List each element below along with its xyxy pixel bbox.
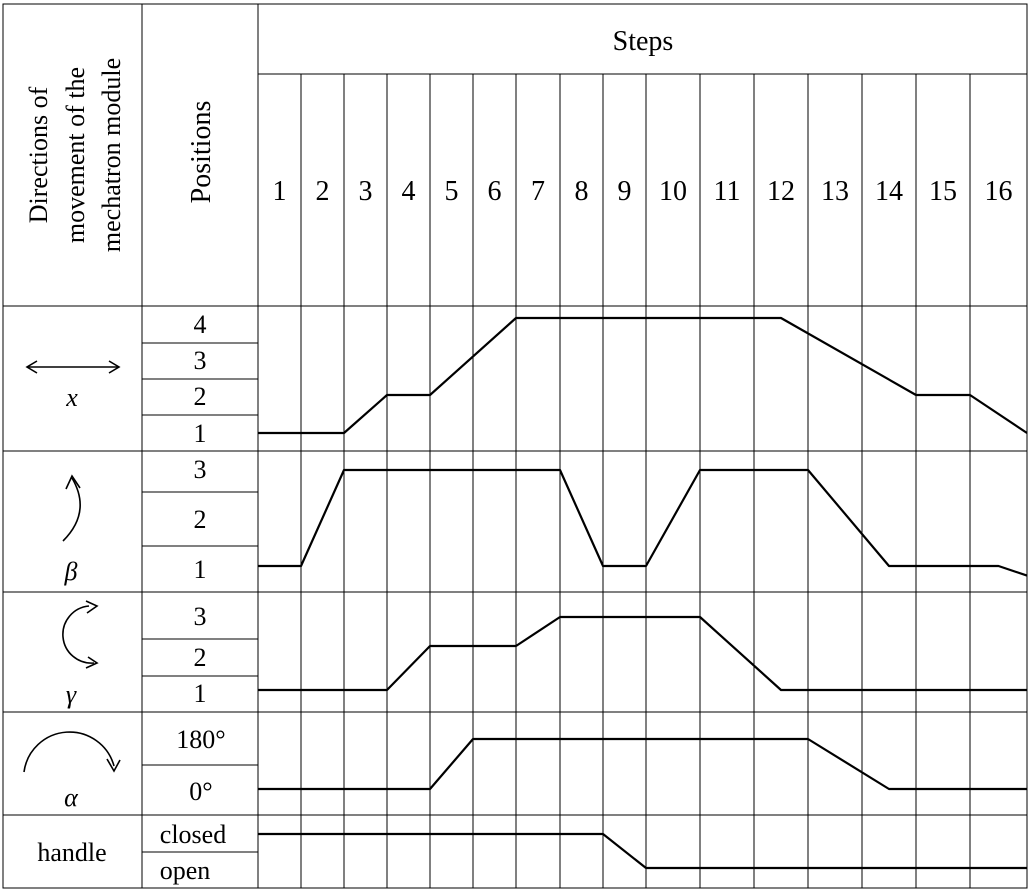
table-frame: [2, 3, 1028, 889]
step-label: 4: [402, 176, 416, 207]
step-label: 2: [316, 176, 330, 207]
step-label: 1: [273, 176, 287, 207]
position-label: 4: [194, 310, 207, 339]
trace-x: [258, 316, 1028, 435]
step-label: 11: [714, 176, 741, 207]
step-label: 3: [359, 176, 373, 207]
circular-arrow-icon: [62, 600, 99, 669]
header-positions: Positions: [186, 101, 217, 204]
trace-alpha: [258, 737, 1027, 791]
position-label: 1: [194, 679, 207, 708]
trace-gamma: [258, 615, 1027, 692]
step-label: 9: [618, 176, 632, 207]
step-label: 16: [985, 176, 1013, 207]
position-label: 2: [194, 382, 207, 411]
direction-label-alpha: α: [64, 783, 79, 812]
direction-label-gamma: γ: [66, 680, 77, 709]
header-col1-line2: movement of the: [61, 67, 90, 243]
step-label: 13: [821, 176, 849, 207]
step-label: 14: [875, 176, 903, 207]
position-label: 3: [194, 346, 207, 375]
position-label: 3: [194, 455, 207, 484]
header-col1-line3: mechatron module: [97, 58, 126, 252]
step-label: 6: [488, 176, 502, 207]
motion-traces: [258, 316, 1028, 870]
trace-beta: [258, 468, 1028, 577]
step-label: 10: [659, 176, 687, 207]
trace-handle: [258, 832, 1027, 870]
position-label: 1: [194, 419, 207, 448]
position-label: 2: [194, 643, 207, 672]
position-label: 1: [194, 555, 207, 584]
arc-arrow-icon: [23, 731, 121, 773]
position-label: 2: [194, 505, 207, 534]
position-label: 180°: [176, 725, 225, 754]
step-label: 12: [767, 176, 795, 207]
header-col1-line1: Directions of: [24, 86, 53, 223]
header-steps-title: Steps: [613, 26, 674, 57]
step-labels: 1 2 3 4 5 6 7 8 9 10 11 12 13 14 15 16: [273, 176, 1013, 207]
position-label: 3: [194, 602, 207, 631]
position-label: 0°: [189, 777, 212, 806]
step-label: 8: [575, 176, 589, 207]
position-label: open: [160, 856, 211, 885]
direction-label-beta: β: [64, 557, 78, 586]
step-column-lines: [300, 74, 971, 888]
step-label: 5: [445, 176, 459, 207]
step-label: 15: [929, 176, 957, 207]
direction-label-handle: handle: [37, 838, 106, 867]
curved-up-arrow-icon: [62, 474, 81, 542]
table-grid: [2, 3, 1028, 889]
direction-label-x: x: [65, 383, 78, 412]
double-arrow-icon: [25, 360, 121, 374]
position-label: closed: [160, 820, 226, 849]
step-label: 7: [531, 176, 545, 207]
